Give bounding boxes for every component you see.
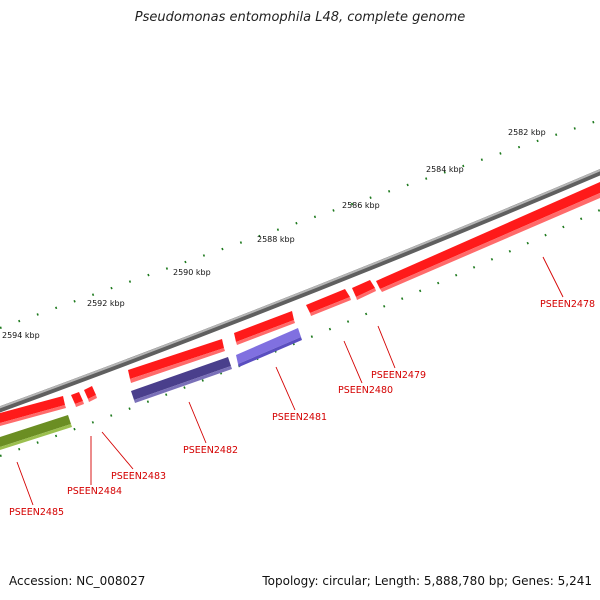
gene-PSEEN2482-upper[interactable] xyxy=(128,339,225,383)
gene-label-PSEEN2485[interactable]: PSEEN2485 xyxy=(9,507,64,518)
gene-PSEEN2479[interactable] xyxy=(352,280,376,300)
scale-label-2586: 2586 kbp xyxy=(342,201,380,210)
gene-label-PSEEN2480[interactable]: PSEEN2480 xyxy=(338,385,393,396)
genome-backbone xyxy=(0,168,600,413)
scale-label-2594: 2594 kbp xyxy=(2,331,40,340)
genome-summary: Topology: circular; Length: 5,888,780 bp… xyxy=(262,574,592,588)
gene-leader-lines xyxy=(16,256,564,506)
scale-label-2584: 2584 kbp xyxy=(426,165,464,174)
page-title: Pseudomonas entomophila L48, complete ge… xyxy=(134,10,466,25)
accession-text: Accession: NC_008027 xyxy=(9,574,146,588)
gene-PSEEN2478[interactable] xyxy=(376,182,600,292)
gene-PSEEN2485-upper[interactable] xyxy=(0,396,66,426)
scale-label-2582: 2582 kbp xyxy=(508,128,546,137)
backbone-highlight xyxy=(0,169,600,409)
scale-label-2590: 2590 kbp xyxy=(173,268,211,277)
gene-PSEEN2480[interactable] xyxy=(306,289,351,316)
gene-label-PSEEN2479[interactable]: PSEEN2479 xyxy=(371,370,426,381)
scale-label-2588: 2588 kbp xyxy=(257,235,295,244)
gene-label-PSEEN2478[interactable]: PSEEN2478 xyxy=(540,299,595,310)
gene-PSEEN2481[interactable] xyxy=(236,328,302,367)
gene-label-PSEEN2483[interactable]: PSEEN2483 xyxy=(111,471,166,482)
gene-PSEEN2483[interactable] xyxy=(84,386,97,402)
gene-label-PSEEN2482[interactable]: PSEEN2482 xyxy=(183,445,238,456)
gene-label-PSEEN2484[interactable]: PSEEN2484 xyxy=(67,486,122,497)
scale-label-2592: 2592 kbp xyxy=(87,299,125,308)
gene-label-PSEEN2481[interactable]: PSEEN2481 xyxy=(272,412,327,423)
gene-PSEEN2484[interactable] xyxy=(71,392,84,407)
gene-PSEEN2482[interactable] xyxy=(131,357,232,403)
gene-PSEEN2485[interactable] xyxy=(0,415,72,450)
gene-PSEEN2481-upper[interactable] xyxy=(234,311,295,345)
